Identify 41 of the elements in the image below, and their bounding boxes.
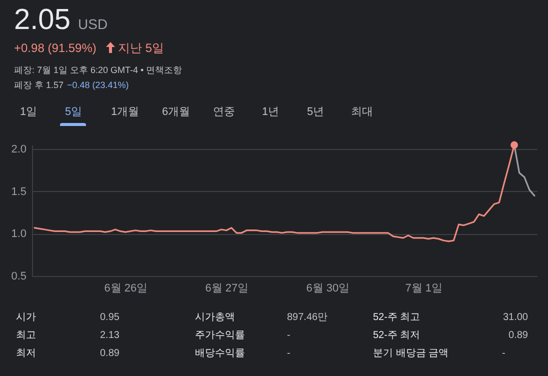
text: 31.00 [502,312,528,323]
x-tick-label: 7월 1일 [405,282,443,294]
text: 시가총액 [195,312,235,323]
y-tick-label: 1.5 [11,186,26,198]
text: 연중 [213,106,235,118]
y-tick-label: 0.5 [11,270,26,282]
text: 5년 [307,106,324,118]
text: 최저 [16,348,36,359]
text: 0.89 [508,330,528,341]
text: 분기 배당금 금액 [373,348,449,359]
text: 52-주 최저 [373,330,420,341]
text: 지난 5일 [118,41,164,55]
text: - [287,330,290,341]
text: −0.48 (23.41%) [67,80,129,90]
text: 2.05 [14,4,70,36]
text: 52-주 최고 [373,312,420,323]
x-tick-label: 6월 30일 [306,282,350,294]
y-tick-label: 2.0 [11,144,26,156]
x-tick-label: 6월 26일 [104,282,148,294]
text: - [502,348,506,359]
text: 최고 [16,330,36,341]
text: 배당수익률 [195,348,245,359]
text: 2.13 [100,330,120,341]
text: 폐장: 7월 1일 오후 6:20 GMT-4 • 면책조항 [14,65,182,75]
y-tick-label: 1.0 [11,228,26,240]
text: +0.98 (91.59%) [14,41,96,55]
text: 시가 [16,312,36,323]
text: 최대 [351,106,373,118]
text: 897.46만 [287,312,328,323]
text: 주가수익률 [195,330,245,341]
text: 5일 [65,106,82,118]
x-tick-label: 6월 27일 [205,282,249,294]
text: 1일 [20,106,38,118]
text: 폐장 후 1.57 [14,80,64,90]
text: 0.95 [100,312,120,323]
text: 1년 [262,106,280,118]
text: - [287,348,290,359]
text: 0.89 [100,348,120,359]
text: 6개월 [162,106,190,118]
text: USD [78,16,108,32]
text: 1개월 [111,106,140,118]
